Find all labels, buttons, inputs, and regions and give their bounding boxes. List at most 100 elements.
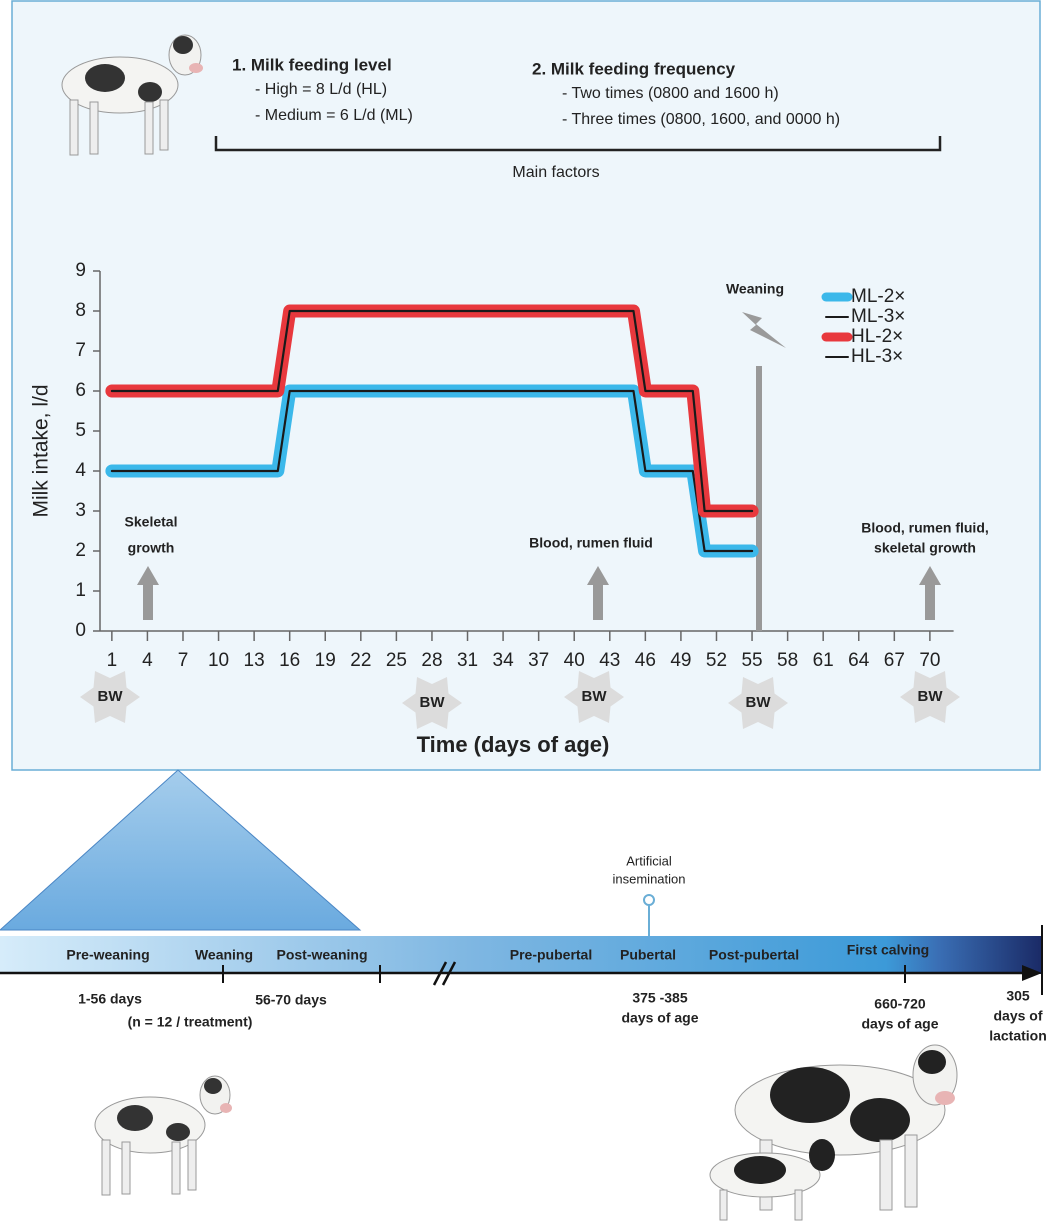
y-tick-label: 8 bbox=[75, 300, 86, 321]
annotation: BW bbox=[746, 694, 772, 711]
annotation: Blood, rumen fluid bbox=[529, 535, 653, 551]
event-label: insemination bbox=[613, 871, 686, 886]
sampling-arrow bbox=[587, 566, 609, 620]
phase-label: Pre-pubertal bbox=[510, 947, 592, 963]
x-tick-label: 19 bbox=[315, 650, 336, 671]
zoom-triangle bbox=[0, 769, 362, 931]
legend-label: ML-3× bbox=[851, 306, 905, 327]
x-tick-label: 49 bbox=[670, 650, 691, 671]
calf-icon bbox=[61, 34, 203, 156]
header-title: 2. Milk feeding frequency bbox=[532, 59, 736, 78]
sampling-arrow bbox=[919, 566, 941, 620]
bracket-label: Main factors bbox=[512, 164, 599, 181]
period-label: days of age bbox=[621, 1010, 698, 1026]
period-label: 660-720 bbox=[874, 996, 926, 1012]
bw-star bbox=[728, 677, 788, 729]
series-line bbox=[110, 309, 754, 513]
phase-label: Post-weaning bbox=[276, 947, 367, 963]
annotation: growth bbox=[128, 540, 175, 556]
x-tick-label: 22 bbox=[350, 650, 371, 671]
x-tick-label: 58 bbox=[777, 650, 798, 671]
header-title: 1. Milk feeding level bbox=[232, 55, 392, 74]
y-tick-label: 9 bbox=[75, 260, 86, 281]
x-tick-label: 67 bbox=[884, 650, 905, 671]
y-axis-label: Milk intake, l/d bbox=[30, 384, 53, 517]
phase-label: First calving bbox=[847, 942, 929, 958]
period-label: days of age bbox=[861, 1016, 938, 1032]
y-tick-label: 4 bbox=[75, 460, 86, 481]
header-item: - Three times (0800, 1600, and 0000 h) bbox=[562, 111, 840, 128]
bw-star bbox=[80, 671, 140, 723]
period-label: days of bbox=[993, 1008, 1042, 1024]
y-tick-label: 1 bbox=[75, 580, 86, 601]
axis-break bbox=[432, 961, 457, 986]
bw-star bbox=[564, 671, 624, 723]
phase-label: Weaning bbox=[195, 947, 253, 963]
x-tick-label: 43 bbox=[599, 650, 620, 671]
y-tick-label: 6 bbox=[75, 380, 86, 401]
x-tick-label: 46 bbox=[635, 650, 656, 671]
annotation: BW bbox=[918, 688, 944, 705]
x-tick-label: 28 bbox=[421, 650, 442, 671]
x-tick-label: 64 bbox=[848, 650, 870, 671]
x-tick-label: 31 bbox=[457, 650, 478, 671]
x-tick-label: 37 bbox=[528, 650, 549, 671]
annotation: BW bbox=[98, 688, 124, 705]
calf-icon bbox=[94, 1075, 232, 1196]
x-tick-label: 61 bbox=[813, 650, 834, 671]
x-tick-label: 7 bbox=[178, 650, 189, 671]
bw-star bbox=[900, 671, 960, 723]
period-label: lactation bbox=[989, 1028, 1047, 1044]
weaning-line bbox=[756, 366, 762, 631]
x-tick-label: 40 bbox=[564, 650, 585, 671]
annotation: BW bbox=[582, 688, 608, 705]
x-tick-label: 55 bbox=[741, 650, 762, 671]
y-tick-label: 3 bbox=[75, 500, 86, 521]
period-label: (n = 12 / treatment) bbox=[128, 1014, 253, 1030]
cow-icon bbox=[709, 1044, 958, 1221]
timeline-arrow bbox=[1022, 965, 1042, 981]
event-label: Artificial bbox=[626, 853, 672, 868]
legend-label: HL-3× bbox=[851, 346, 903, 367]
x-tick-label: 70 bbox=[919, 650, 940, 671]
header-item: - High = 8 L/d (HL) bbox=[255, 81, 387, 98]
x-tick-label: 52 bbox=[706, 650, 727, 671]
period-labels: 1-56 days (n = 12 / treatment) 56-70 day… bbox=[78, 988, 1047, 1044]
annotation: BW bbox=[420, 694, 446, 711]
x-tick-label: 1 bbox=[107, 650, 118, 671]
legend-label: ML-2× bbox=[851, 286, 905, 307]
y-tick-label: 0 bbox=[75, 620, 86, 641]
phase-label: Post-pubertal bbox=[709, 947, 799, 963]
x-tick-label: 4 bbox=[142, 650, 153, 671]
annotation: Blood, rumen fluid, bbox=[861, 520, 989, 536]
annotation: skeletal growth bbox=[874, 540, 976, 556]
period-label: 1-56 days bbox=[78, 991, 142, 1007]
period-label: 305 bbox=[1006, 988, 1030, 1004]
event-pin-head bbox=[643, 894, 655, 906]
header-item: - Two times (0800 and 1600 h) bbox=[562, 85, 779, 102]
header-item: - Medium = 6 L/d (ML) bbox=[255, 107, 413, 124]
phase-labels: Pre-weaning Weaning Post-weaning Pre-pub… bbox=[66, 942, 929, 963]
bracket bbox=[214, 136, 942, 152]
x-tick-label: 25 bbox=[386, 650, 407, 671]
bw-star bbox=[402, 677, 462, 729]
y-tick-label: 2 bbox=[75, 540, 86, 561]
x-tick-label: 13 bbox=[244, 650, 265, 671]
y-tick-label: 7 bbox=[75, 340, 86, 361]
annotation: Skeletal bbox=[125, 514, 178, 530]
legend-label: HL-2× bbox=[851, 326, 903, 347]
series-line bbox=[110, 389, 754, 553]
x-tick-label: 34 bbox=[493, 650, 515, 671]
sampling-arrow bbox=[137, 566, 159, 620]
x-tick-label: 16 bbox=[279, 650, 300, 671]
y-tick-label: 5 bbox=[75, 420, 86, 441]
lightning-icon bbox=[742, 312, 786, 348]
phase-label: Pubertal bbox=[620, 947, 676, 963]
annotation: Weaning bbox=[726, 281, 784, 297]
x-tick-label: 10 bbox=[208, 650, 229, 671]
x-axis-label: Time (days of age) bbox=[417, 732, 610, 757]
period-label: 56-70 days bbox=[255, 992, 327, 1008]
phase-label: Pre-weaning bbox=[66, 947, 149, 963]
timeline-band bbox=[0, 936, 1042, 974]
